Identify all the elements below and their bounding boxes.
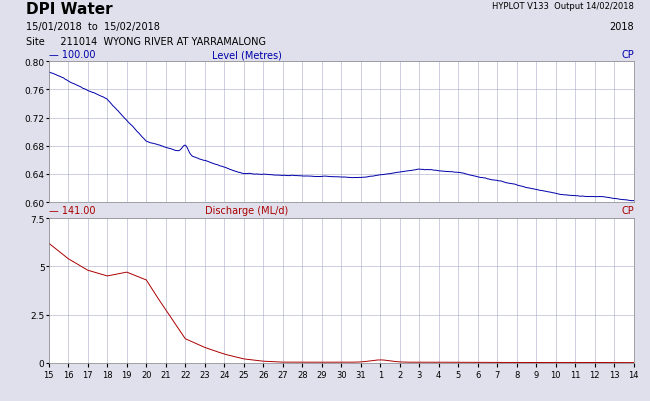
Text: CP: CP	[621, 50, 634, 60]
Text: Discharge (ML/d): Discharge (ML/d)	[205, 205, 289, 215]
Text: DPI Water: DPI Water	[26, 2, 112, 17]
Text: 2018: 2018	[609, 22, 634, 32]
Text: — 100.00: — 100.00	[49, 50, 96, 60]
Text: Level (Metres): Level (Metres)	[212, 50, 282, 60]
Text: CP: CP	[621, 205, 634, 215]
Text: HYPLOT V133  Output 14/02/2018: HYPLOT V133 Output 14/02/2018	[492, 2, 634, 11]
Text: 15/01/2018  to  15/02/2018: 15/01/2018 to 15/02/2018	[26, 22, 160, 32]
Text: Site     211014  WYONG RIVER AT YARRAMALONG: Site 211014 WYONG RIVER AT YARRAMALONG	[26, 37, 266, 47]
Text: — 141.00: — 141.00	[49, 205, 96, 215]
